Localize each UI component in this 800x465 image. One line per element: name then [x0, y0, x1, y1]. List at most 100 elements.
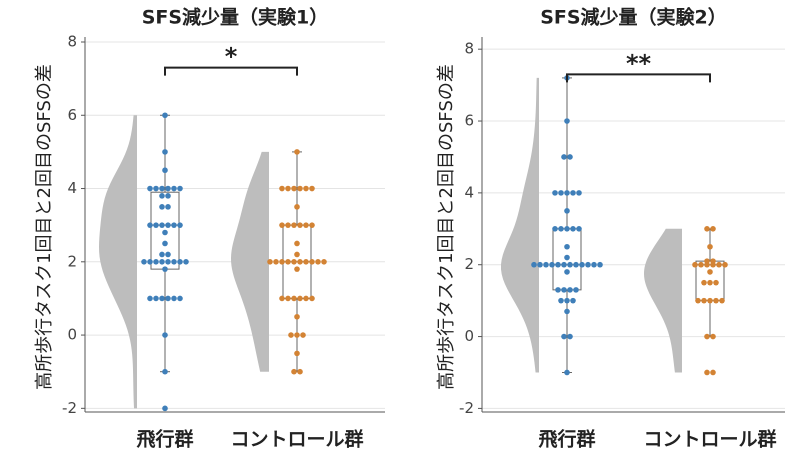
data-point: [561, 333, 567, 340]
data-point: [267, 259, 273, 265]
data-point: [279, 185, 285, 192]
data-point: [704, 333, 710, 340]
data-point: [564, 254, 570, 261]
violin: [231, 151, 269, 372]
data-point: [564, 225, 570, 232]
data-point: [294, 350, 300, 357]
data-point: [294, 266, 300, 272]
data-point: [722, 261, 728, 268]
data-point: [159, 204, 165, 210]
data-point: [294, 313, 300, 320]
data-point: [279, 259, 285, 265]
data-point: [147, 259, 153, 265]
data-point: [704, 261, 710, 268]
data-point: [162, 266, 168, 272]
data-point: [573, 287, 579, 293]
data-point: [710, 369, 716, 376]
data-point: [698, 261, 704, 268]
data-point: [303, 259, 309, 265]
data-point: [570, 225, 576, 232]
data-point: [297, 295, 303, 302]
data-point: [561, 261, 567, 268]
data-point: [695, 297, 701, 304]
data-point: [692, 261, 698, 268]
y-tick-label: 8: [464, 40, 474, 58]
data-point: [177, 295, 183, 302]
data-point: [567, 333, 573, 340]
data-point: [570, 297, 576, 304]
y-tick-label: 4: [67, 179, 77, 197]
data-point: [177, 259, 183, 265]
y-axis-label: 高所歩行タスク1回目と2回目のSFSの差: [436, 64, 457, 390]
data-point: [555, 287, 561, 293]
data-point: [707, 279, 713, 286]
x-tick-label: コントロール群: [643, 428, 776, 451]
data-point: [713, 297, 719, 304]
data-point: [162, 167, 168, 174]
data-point: [701, 297, 707, 304]
violin: [99, 115, 137, 409]
data-point: [162, 368, 168, 375]
data-point: [573, 261, 579, 268]
x-tick-label: コントロール群: [230, 428, 363, 451]
data-point: [165, 193, 171, 199]
y-tick-label: 2: [464, 255, 474, 273]
data-point: [576, 225, 582, 232]
data-point: [321, 259, 327, 265]
y-tick-label: 8: [67, 33, 77, 51]
data-point: [558, 190, 564, 196]
significance-label: *: [225, 43, 238, 71]
y-tick-label: 2: [67, 252, 77, 270]
data-point: [543, 261, 549, 268]
data-point: [564, 308, 570, 315]
data-point: [285, 259, 291, 265]
data-point: [162, 229, 168, 236]
data-point: [555, 261, 561, 268]
data-point: [291, 222, 297, 228]
data-point: [303, 295, 309, 302]
data-point: [552, 225, 558, 232]
data-point: [285, 185, 291, 192]
data-point: [291, 368, 297, 375]
x-tick-label: 飛行群: [538, 428, 595, 451]
y-tick-label: -2: [459, 399, 474, 417]
data-point: [159, 251, 165, 258]
data-point: [710, 261, 716, 268]
y-tick-label: 0: [464, 327, 474, 345]
data-point: [309, 295, 315, 302]
data-point: [153, 185, 159, 192]
data-point: [558, 297, 564, 304]
data-point: [564, 297, 570, 304]
data-point: [162, 240, 168, 247]
violin: [644, 228, 682, 373]
data-point: [309, 222, 315, 228]
data-point: [165, 204, 171, 210]
data-point: [564, 118, 570, 124]
data-point: [701, 279, 707, 286]
data-point: [183, 259, 189, 265]
significance-label: **: [626, 49, 652, 77]
data-point: [549, 261, 555, 268]
data-point: [294, 251, 300, 258]
data-point: [171, 295, 177, 302]
data-point: [294, 149, 300, 155]
data-point: [291, 185, 297, 192]
significance-bracket: [566, 73, 711, 83]
data-point: [297, 185, 303, 192]
data-point: [171, 259, 177, 265]
data-point: [285, 222, 291, 228]
data-point: [171, 222, 177, 228]
data-point: [707, 297, 713, 304]
data-point: [162, 332, 168, 338]
data-point: [564, 269, 570, 275]
data-point: [177, 222, 183, 228]
data-point: [285, 295, 291, 302]
data-point: [165, 259, 171, 265]
data-point: [303, 185, 309, 192]
data-point: [147, 295, 153, 302]
violin: [501, 77, 539, 373]
chart-title: SFS減少量（実験1）: [142, 6, 329, 29]
data-point: [153, 222, 159, 228]
data-point: [564, 369, 570, 376]
